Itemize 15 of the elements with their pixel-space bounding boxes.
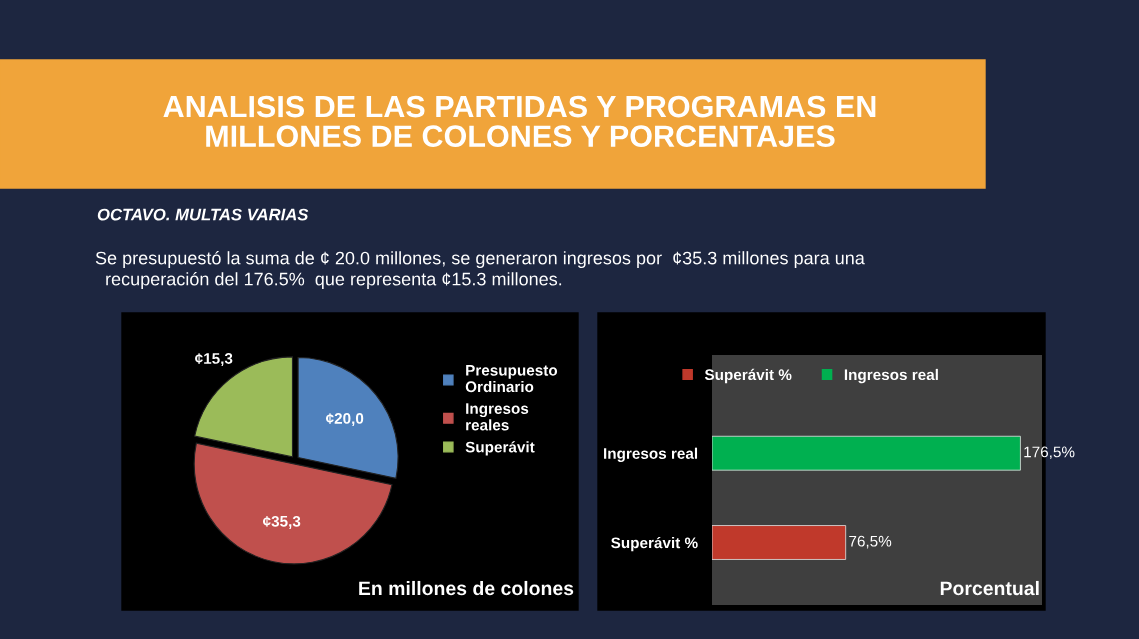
- legend-label: Presupuesto Ordinario: [465, 365, 558, 393]
- data-label: 76,5%: [849, 535, 892, 549]
- annotation: Porcentual: [940, 580, 1039, 596]
- data-label: ¢35,3: [262, 515, 301, 529]
- legend-label: Ingresos real: [844, 368, 938, 384]
- text: En millones de colones: [359, 580, 574, 596]
- chart-title: ANALISIS DE LAS PARTIDAS Y PROGRAMAS EN MILLONES DE COLONES Y PORCENTAJES: [163, 95, 876, 147]
- data-label: ¢20,0: [326, 413, 364, 427]
- legend-label: Superávit %: [704, 368, 792, 384]
- legend-label: Ingresos reales: [466, 403, 529, 431]
- data-label: 176,5%: [1024, 446, 1075, 460]
- data-label: ¢15,3: [195, 353, 233, 367]
- text: Se presupuestó la suma de ¢ 20.0 millones, se generaron ingresos por ¢35.3 millones para una recuperación del 176.5% que representa ¢15.3 millones.: [95, 250, 865, 290]
- legend-label: Superávit: [465, 441, 535, 456]
- chart-subtitle: OCTAVO. MULTAS VARIAS: [97, 208, 309, 221]
